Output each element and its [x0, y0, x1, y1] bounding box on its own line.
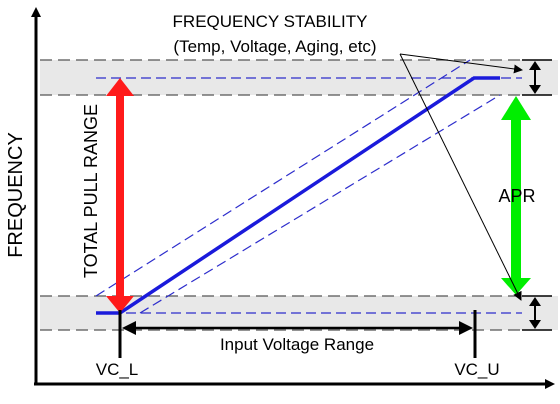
upper-stability-dimension	[529, 61, 541, 94]
frequency-stability-title: FREQUENCY STABILITY	[173, 12, 368, 31]
frequency-transfer-line	[96, 76, 500, 315]
input-voltage-range-dimension	[118, 310, 477, 358]
apr-arrow	[501, 96, 531, 295]
apr-label: APR	[498, 186, 535, 206]
frequency-stability-subtitle: (Temp, Voltage, Aging, etc)	[173, 37, 376, 56]
lower-stability-dimension	[529, 297, 541, 329]
input-voltage-range-label: Input Voltage Range	[220, 335, 374, 354]
band-boundary-ticks	[522, 59, 552, 331]
total-pull-range-arrow	[106, 78, 134, 313]
stability-callout-lines	[399, 53, 523, 301]
tolerance-lines	[95, 59, 522, 314]
total-pull-range-label: TOTAL PULL RANGE	[81, 104, 101, 278]
y-axis-label: FREQUENCY	[5, 132, 27, 258]
vc-low-label: VC_L	[96, 360, 139, 379]
vc-high-label: VC_U	[454, 360, 499, 379]
band-boundaries	[40, 59, 520, 331]
